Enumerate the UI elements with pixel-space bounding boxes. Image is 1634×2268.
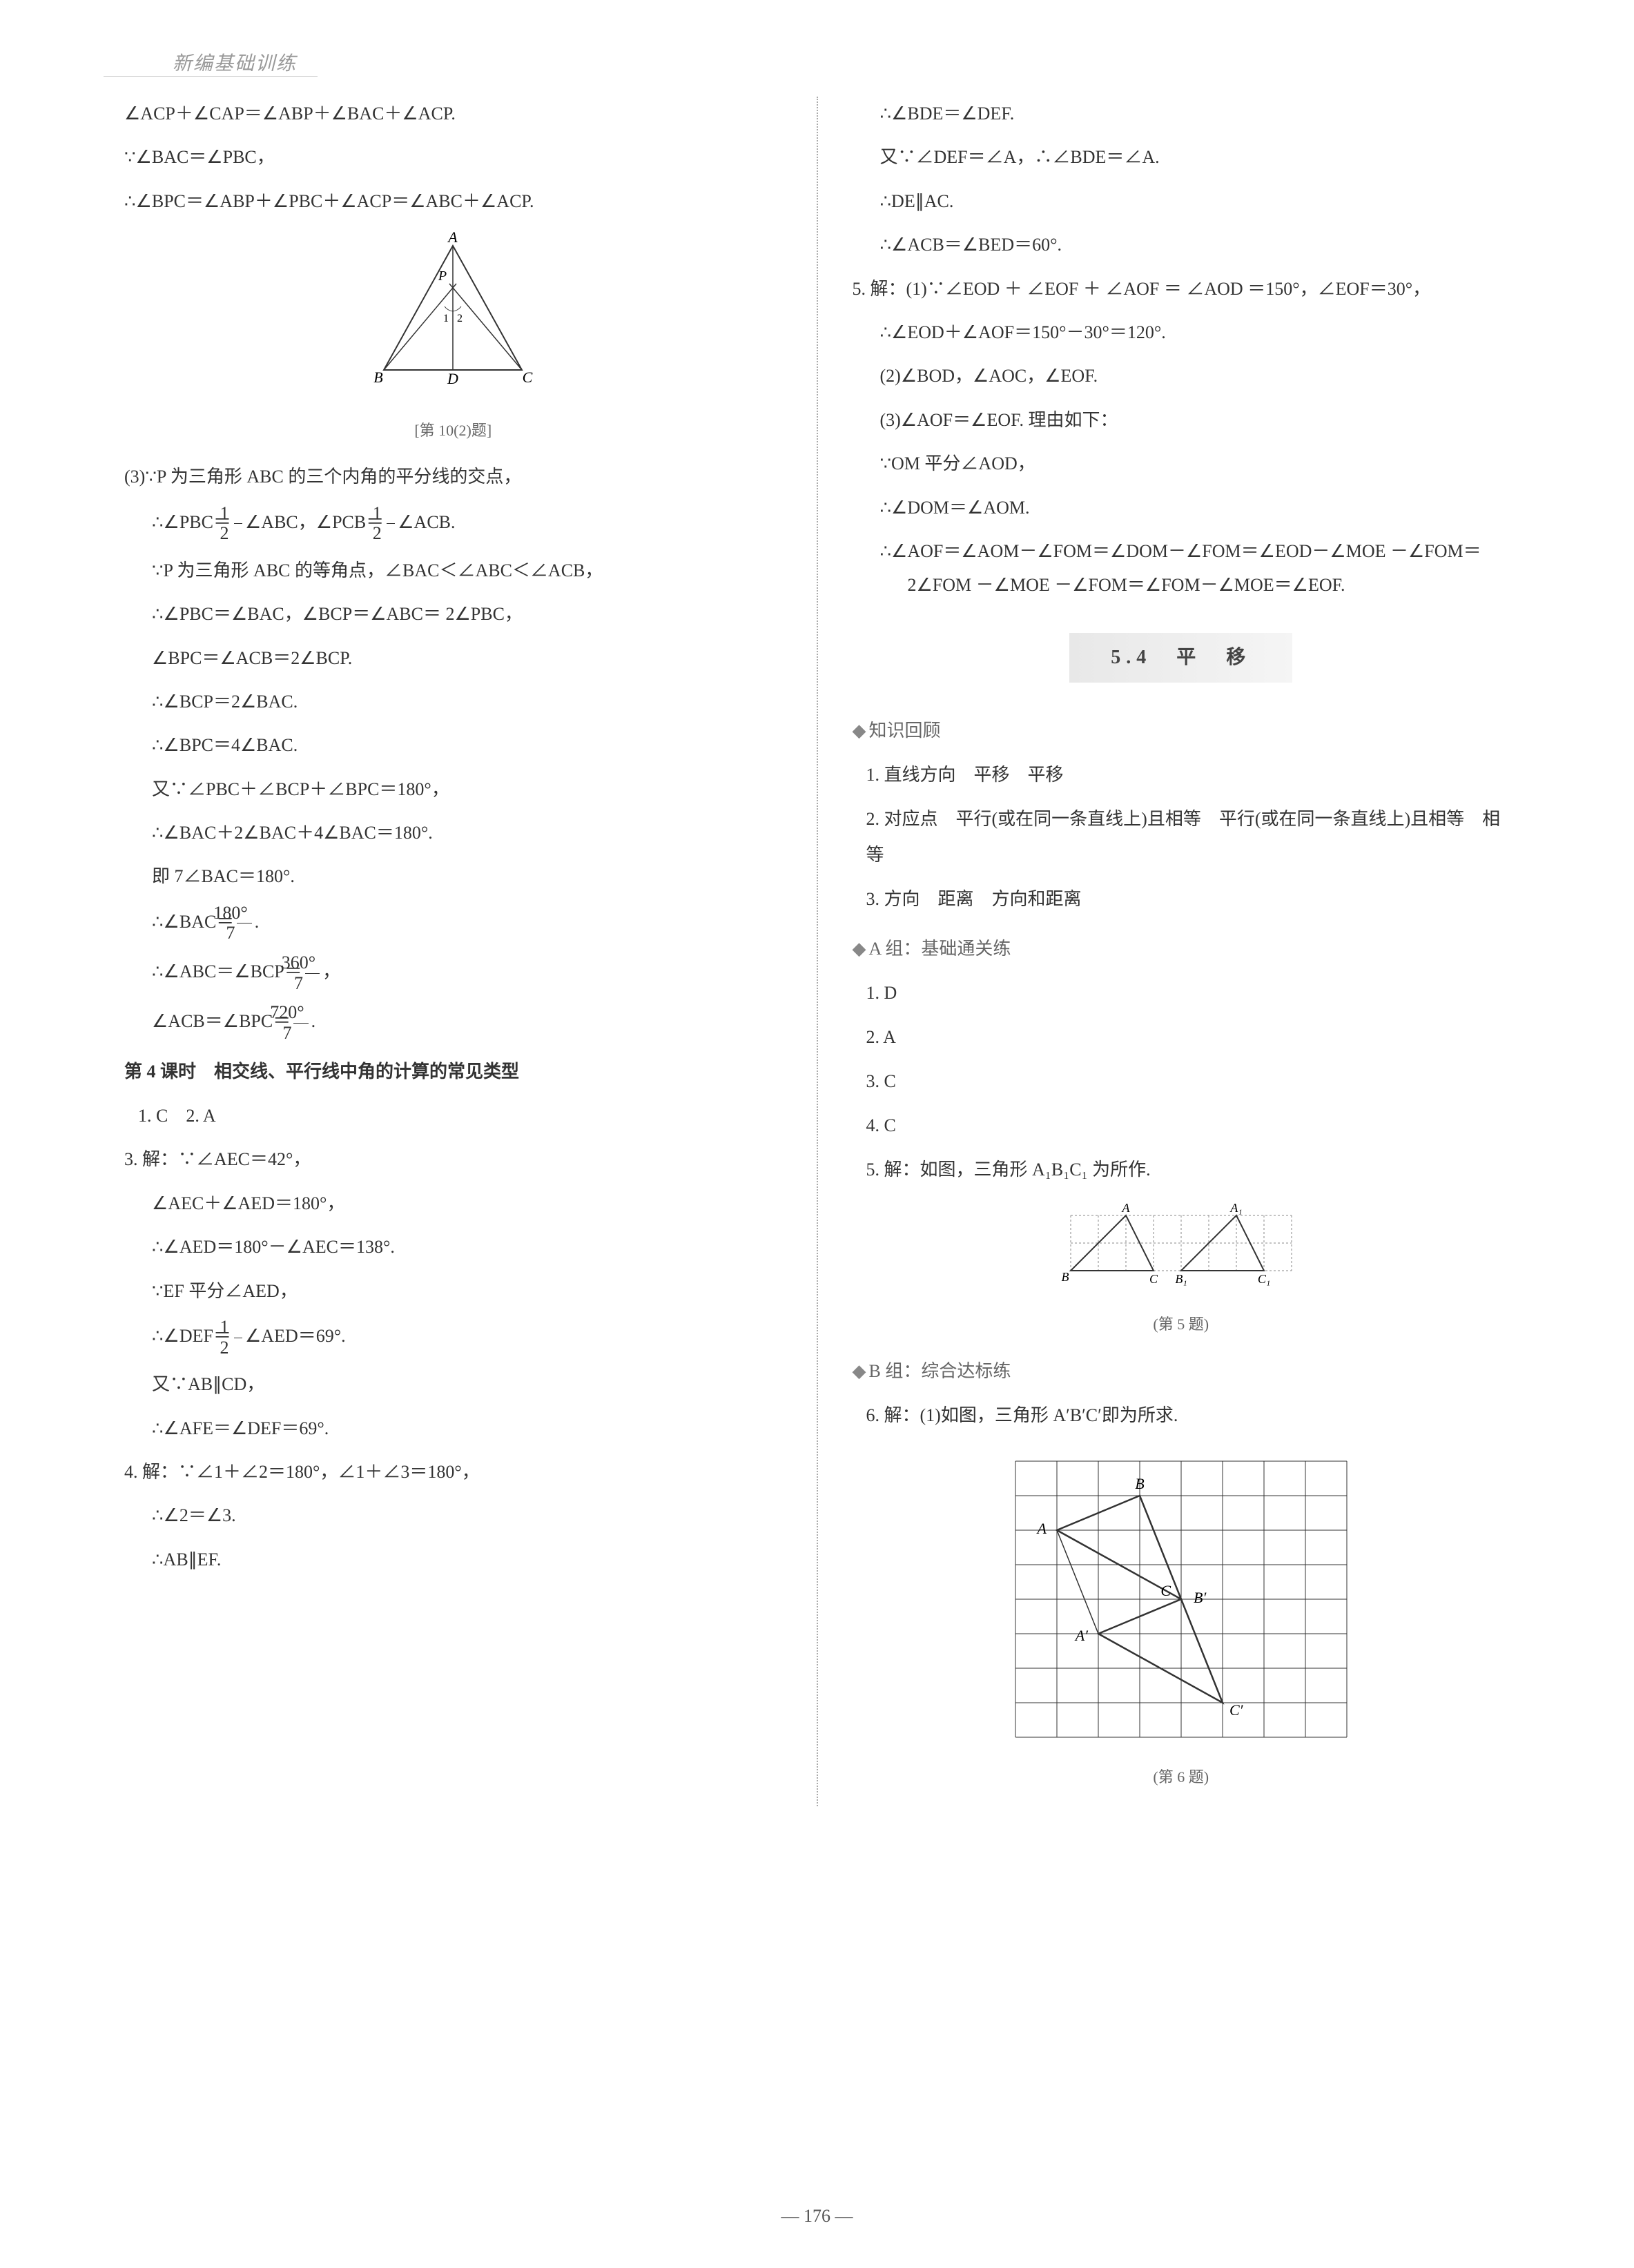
svg-text:P: P [438,268,447,284]
svg-text:A′: A′ [1073,1627,1088,1644]
math-step: ∴∠2＝∠3. [124,1498,782,1532]
figure-translation-small: A B C A₁ B₁ C₁ (第 5 题) [853,1202,1510,1340]
figure-caption: (第 5 题) [853,1309,1510,1340]
review-item: 1. 直线方向 平移 平移 [853,757,1510,793]
math-step: ∴∠AOF＝∠AOM－∠FOM＝∠DOM－∠FOM＝∠EOD－∠MOE －∠FO… [853,534,1510,603]
review-item: 2. 对应点 平行(或在同一条直线上)且相等 平行(或在同一条直线上)且相等 相… [853,801,1510,873]
main-content: ∠ACP＋∠CAP＝∠ABP＋∠BAC＋∠ACP. ∵∠BAC＝∠PBC， ∴∠… [124,97,1510,1806]
header-rule [104,76,1530,77]
math-step: 又∵∠DEF＝∠A，∴∠BDE＝∠A. [853,140,1510,174]
math-step: (3)∠AOF＝∠EOF. 理由如下： [853,403,1510,437]
translation-grid-large: A B C A′ B′ C′ [1002,1447,1361,1751]
math-step: ∴∠DOM＝∠AOM. [853,491,1510,525]
svg-text:A: A [447,232,458,246]
figure-translation-large: A B C A′ B′ C′ (第 6 题) [853,1447,1510,1792]
svg-text:B₁: B₁ [1175,1272,1187,1286]
answer-row: 1. C 2. A [124,1098,782,1134]
review-item: 3. 方向 距离 方向和距离 [853,881,1510,917]
math-step: ∴AB∥EF. [124,1543,782,1576]
answer-item: 3. C [853,1064,1510,1099]
svg-text:A: A [1121,1202,1130,1215]
section-banner-wrap: 5.4 平 移 [853,616,1510,699]
math-step-frac: ∴∠BAC＝180°7. [124,903,782,944]
math-step: 即 7∠BAC＝180°. [124,859,782,893]
svg-text:C₁: C₁ [1258,1272,1270,1286]
group-a-heading: A 组：基础通关练 [853,931,1510,967]
math-step: ∠ACP＋∠CAP＝∠ABP＋∠BAC＋∠ACP. [124,97,782,130]
svg-text:C: C [1160,1582,1171,1599]
q4-intro: 4. 解：∵∠1＋∠2＝180°，∠1＋∠3＝180°， [124,1455,782,1489]
math-step: ∴∠ACB＝∠BED＝60°. [853,228,1510,262]
math-step: ∴∠BAC＋2∠BAC＋4∠BAC＝180°. [124,816,782,850]
math-step: (2)∠BOD，∠AOC，∠EOF. [853,359,1510,393]
math-step: ∠BPC＝∠ACB＝2∠BCP. [124,641,782,675]
svg-text:1: 1 [443,313,449,324]
answer-item: 2. A [853,1019,1510,1055]
left-column: ∠ACP＋∠CAP＝∠ABP＋∠BAC＋∠ACP. ∵∠BAC＝∠PBC， ∴∠… [124,97,782,1806]
page-number: — 176 — [0,2206,1634,2227]
answer-item: 1. D [853,975,1510,1011]
math-step: ∴∠PBC＝∠BAC，∠BCP＝∠ABC＝ 2∠PBC， [124,597,782,631]
q5-intro: 5. 解：(1)∵∠EOD ＋ ∠EOF ＋ ∠AOF ＝ ∠AOD ＝150°… [853,272,1510,306]
math-step: (3)∵P 为三角形 ABC 的三个内角的平分线的交点， [124,460,782,493]
math-step: ∴∠BDE＝∠DEF. [853,97,1510,130]
math-step: ∴∠BPC＝4∠BAC. [124,728,782,762]
column-divider [817,97,818,1806]
svg-text:D: D [447,370,458,387]
math-step: ∵P 为三角形 ABC 的等角点，∠BAC＜∠ABC＜∠ACB， [124,554,782,587]
math-step-frac: ∴∠ABC＝∠BCP＝360°7， [124,953,782,993]
math-step: ∴∠BPC＝∠ABP＋∠PBC＋∠ACP＝∠ABC＋∠ACP. [124,184,782,218]
svg-text:B: B [1135,1475,1144,1492]
figure-caption: (第 6 题) [853,1762,1510,1792]
math-step: ∴DE∥AC. [853,184,1510,218]
math-step: ∵∠BAC＝∠PBC， [124,140,782,174]
svg-text:B′: B′ [1194,1589,1207,1606]
svg-text:B: B [374,369,383,386]
math-step: 又∵∠PBC＋∠BCP＋∠BPC＝180°， [124,772,782,806]
q3-intro: 3. 解：∵∠AEC＝42°， [124,1142,782,1176]
svg-text:C: C [523,369,533,386]
section-banner: 5.4 平 移 [1069,633,1292,683]
math-step: ∴∠AED＝180°－∠AEC＝138°. [124,1230,782,1264]
translation-grid-small: A B C A₁ B₁ C₁ [1057,1202,1305,1298]
svg-text:C′: C′ [1229,1701,1244,1719]
math-step-frac: ∴∠DEF＝12∠AED＝69°. [124,1318,782,1358]
svg-text:B: B [1061,1270,1069,1284]
math-step: ∴∠AFE＝∠DEF＝69°. [124,1411,782,1445]
svg-text:2: 2 [457,313,463,324]
book-title: 新编基础训练 [173,48,297,76]
group-b-heading: B 组：综合达标练 [853,1353,1510,1389]
triangle-diagram: A P B C D 1 2 [363,232,543,398]
svg-text:A₁: A₁ [1229,1202,1242,1215]
math-step: ∴∠BCP＝2∠BAC. [124,685,782,718]
lesson-title: 第 4 课时 相交线、平行线中角的计算的常见类型 [124,1054,782,1090]
math-step: ∴∠EOD＋∠AOF＝150°－30°＝120°. [853,315,1510,349]
knowledge-review-heading: 知识回顾 [853,713,1510,749]
q6-answer: 6. 解：(1)如图，三角形 A′B′C′即为所求. [853,1398,1510,1434]
math-step-frac: ∠ACB＝∠BPC＝720°7. [124,1003,782,1043]
figure-triangle: A P B C D 1 2 [第 10(2)题] [124,232,782,446]
svg-text:A: A [1035,1520,1047,1537]
figure-caption: [第 10(2)题] [124,416,782,446]
math-step-frac: ∴∠PBC＝12∠ABC，∠PCB＝12∠ACB. [124,504,782,544]
math-step: ∵EF 平分∠AED， [124,1274,782,1308]
q5-answer: 5. 解：如图，三角形 A₁B₁C₁ 为所作. [853,1152,1510,1188]
right-column: ∴∠BDE＝∠DEF. 又∵∠DEF＝∠A，∴∠BDE＝∠A. ∴DE∥AC. … [853,97,1510,1806]
math-step: ∠AEC＋∠AED＝180°， [124,1186,782,1220]
svg-text:C: C [1149,1272,1158,1286]
math-step: 又∵AB∥CD， [124,1367,782,1401]
math-step: ∵OM 平分∠AOD， [853,447,1510,480]
answer-item: 4. C [853,1108,1510,1144]
